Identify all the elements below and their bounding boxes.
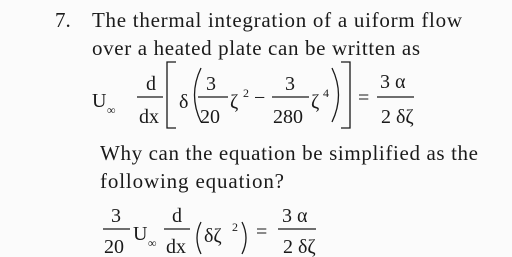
equation-2: 3 20 U ∞ d dx δζ 2 = 3 α 2 δζ	[103, 205, 316, 257]
subscript: ∞	[148, 236, 157, 250]
numerator: d	[172, 205, 182, 227]
statement-line: over a heated plate can be written as	[92, 36, 420, 60]
denominator: 20	[200, 106, 220, 128]
statement-line: The thermal integration of a uiform flow	[92, 8, 463, 32]
symbol: U	[133, 223, 148, 245]
operator: =	[256, 221, 267, 243]
denominator: 2 δζ	[381, 106, 414, 128]
numerator: 3 α	[282, 205, 308, 227]
bracket	[341, 61, 351, 129]
problem-number: 7.	[55, 8, 71, 32]
paren	[193, 67, 202, 123]
paren	[241, 221, 247, 255]
superscript: 4	[323, 86, 329, 100]
equation-1: U ∞ d dx δ 3 20 ζ 2 − 3 280 ζ 4 = 3 α 2 …	[92, 61, 414, 129]
symbol: U	[92, 90, 107, 112]
symbol: ζ	[230, 91, 238, 113]
symbol: δζ	[204, 225, 222, 247]
question-line: following equation?	[100, 169, 284, 193]
numerator: 3 α	[380, 71, 406, 93]
numerator: 3	[285, 73, 295, 95]
numerator: 3	[111, 205, 121, 227]
operator: −	[254, 87, 265, 109]
denominator: dx	[166, 236, 186, 257]
symbol: ζ	[311, 91, 319, 113]
paren	[196, 221, 202, 255]
question-line: Why can the equation be simplified as th…	[100, 141, 478, 165]
operator: =	[358, 87, 369, 109]
paren	[331, 67, 340, 123]
superscript: 2	[243, 86, 249, 100]
symbol: δ	[179, 91, 188, 113]
denominator: dx	[139, 106, 159, 128]
superscript: 2	[232, 220, 238, 234]
numerator: d	[146, 73, 156, 95]
bracket	[166, 61, 176, 129]
denominator: 2 δζ	[283, 236, 316, 257]
subscript: ∞	[107, 103, 116, 117]
denominator: 280	[273, 106, 303, 128]
denominator: 20	[104, 236, 124, 257]
numerator: 3	[206, 73, 216, 95]
